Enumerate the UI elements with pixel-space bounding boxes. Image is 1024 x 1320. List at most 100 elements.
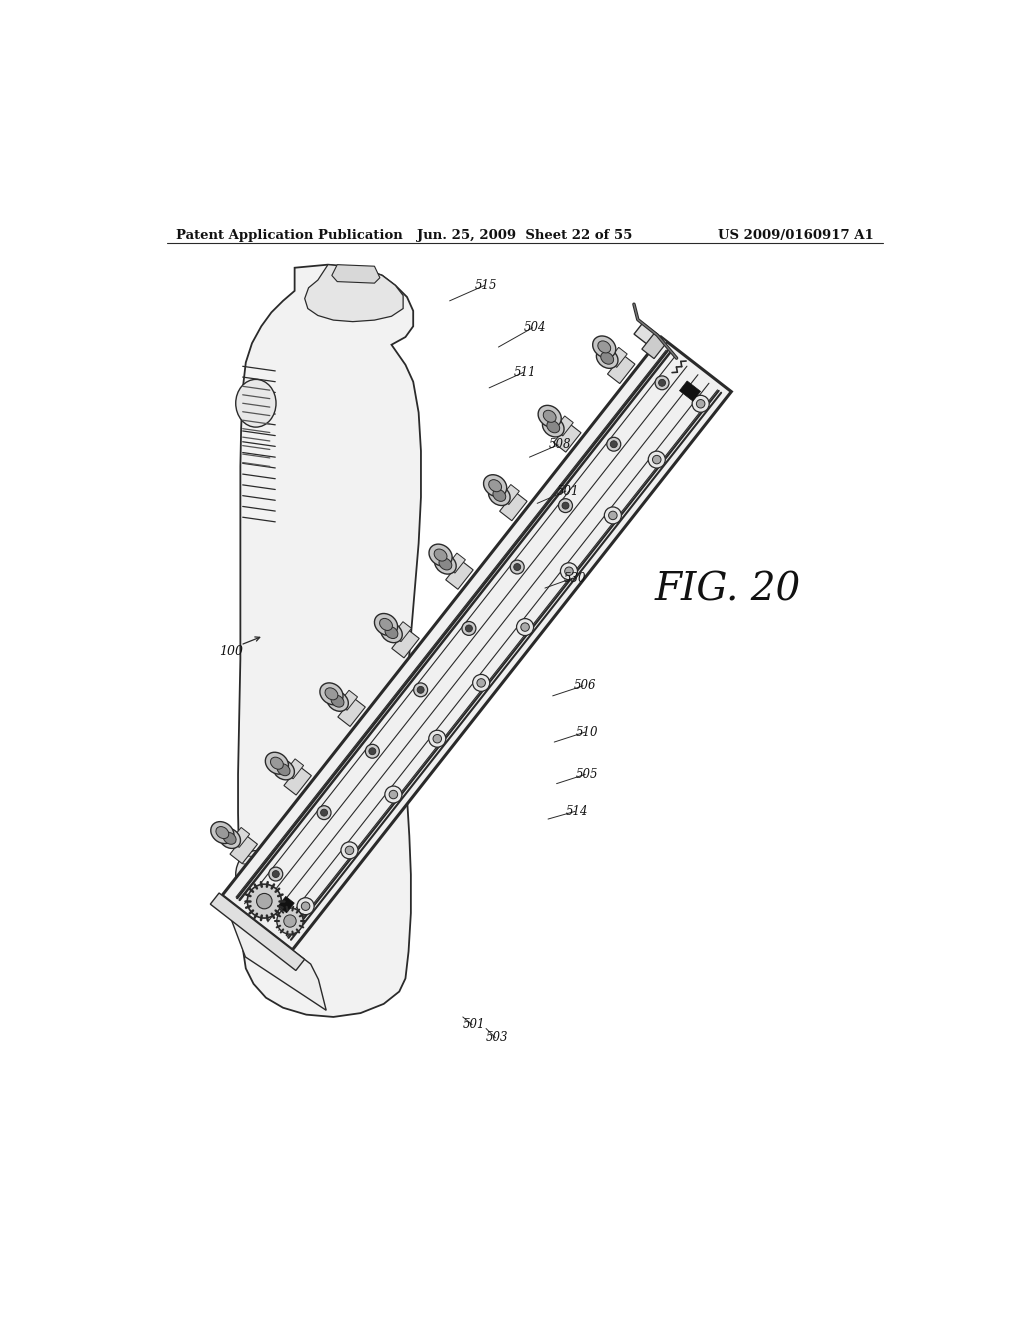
Ellipse shape [236,850,276,899]
Text: 510: 510 [575,726,598,739]
Text: US 2009/0160917 A1: US 2009/0160917 A1 [718,230,873,242]
Polygon shape [446,553,466,573]
Ellipse shape [380,618,392,631]
Polygon shape [222,337,731,950]
Ellipse shape [547,421,560,433]
Circle shape [516,619,534,635]
Circle shape [433,734,441,743]
Polygon shape [392,628,419,657]
Ellipse shape [327,690,348,711]
Text: 530: 530 [563,572,586,585]
Polygon shape [634,323,662,348]
Circle shape [604,507,622,524]
Text: Jun. 25, 2009  Sheet 22 of 55: Jun. 25, 2009 Sheet 22 of 55 [417,230,633,242]
Polygon shape [607,355,635,384]
Circle shape [462,622,476,635]
Ellipse shape [429,544,453,566]
Circle shape [341,842,358,859]
Circle shape [317,805,331,820]
Circle shape [655,376,669,389]
Text: 504: 504 [523,321,546,334]
Polygon shape [284,766,311,795]
Ellipse shape [593,337,615,358]
Circle shape [345,846,353,854]
Circle shape [521,623,529,631]
Polygon shape [680,381,700,401]
Text: 515: 515 [475,279,498,292]
Ellipse shape [434,554,457,574]
Circle shape [514,564,520,570]
Text: 501: 501 [463,1018,485,1031]
Circle shape [510,560,524,574]
Polygon shape [392,622,412,642]
Circle shape [692,395,710,412]
Ellipse shape [544,411,556,422]
Circle shape [284,915,296,927]
Polygon shape [332,264,380,284]
Ellipse shape [596,348,618,368]
Polygon shape [230,834,257,863]
Text: 514: 514 [566,805,589,818]
Circle shape [257,894,272,909]
Circle shape [276,908,303,935]
Text: 501: 501 [557,484,580,498]
Ellipse shape [598,341,610,352]
Text: 505: 505 [575,768,598,781]
Ellipse shape [493,490,506,502]
Circle shape [610,441,617,447]
Circle shape [652,455,662,463]
Text: Patent Application Publication: Patent Application Publication [176,230,402,242]
Polygon shape [501,484,519,504]
Circle shape [321,809,328,816]
Ellipse shape [539,405,561,428]
Circle shape [658,379,666,387]
Polygon shape [238,264,421,1016]
Circle shape [272,871,280,878]
Ellipse shape [375,614,397,635]
Ellipse shape [265,752,289,774]
Ellipse shape [331,696,344,708]
Polygon shape [339,690,357,710]
Circle shape [473,675,489,692]
Circle shape [466,624,472,632]
Circle shape [608,511,617,520]
Circle shape [269,867,283,880]
Polygon shape [554,416,573,436]
Ellipse shape [483,475,507,496]
Text: FIG. 20: FIG. 20 [655,572,801,609]
Ellipse shape [216,826,228,838]
Polygon shape [279,896,294,912]
Ellipse shape [488,479,502,491]
Text: 100: 100 [219,644,244,657]
Ellipse shape [236,379,276,428]
Ellipse shape [381,622,402,643]
Circle shape [607,437,621,451]
Polygon shape [445,561,473,589]
Circle shape [562,502,569,510]
Circle shape [696,400,705,408]
Polygon shape [222,895,327,1010]
Polygon shape [338,697,366,726]
Ellipse shape [439,558,452,570]
Polygon shape [642,333,668,359]
Circle shape [564,568,573,576]
Polygon shape [305,264,403,322]
Circle shape [366,744,379,758]
Text: 506: 506 [573,680,596,693]
Ellipse shape [278,764,290,776]
Circle shape [558,499,572,512]
Circle shape [301,902,310,911]
Circle shape [477,678,485,688]
Ellipse shape [325,688,338,700]
Circle shape [414,682,428,697]
Text: 503: 503 [486,1031,509,1044]
Polygon shape [608,347,628,367]
Polygon shape [285,759,304,779]
Circle shape [429,730,445,747]
Ellipse shape [385,627,398,639]
Ellipse shape [488,486,510,506]
Text: 511: 511 [514,366,537,379]
Circle shape [297,898,314,915]
Circle shape [648,451,666,469]
Ellipse shape [219,828,241,849]
